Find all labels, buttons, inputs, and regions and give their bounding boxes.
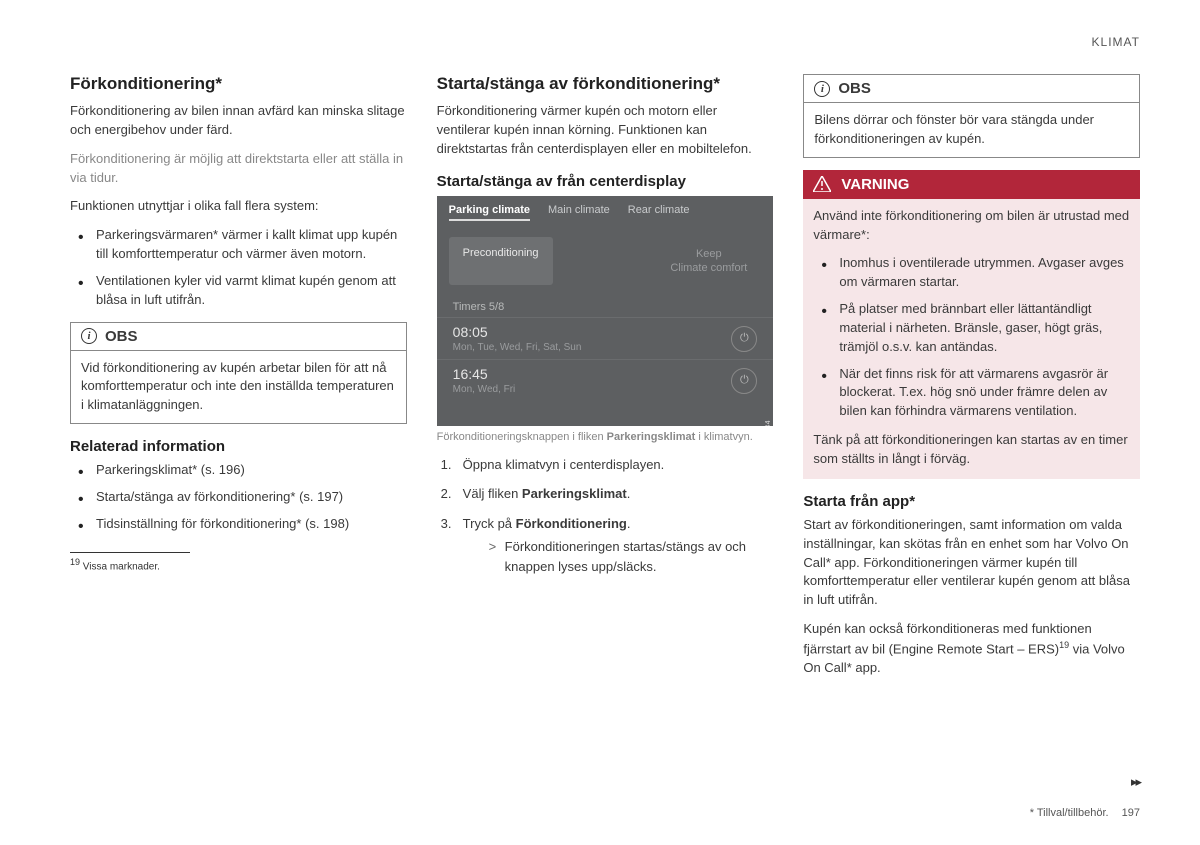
tab-main-climate: Main climate — [548, 204, 610, 221]
page-number: 197 — [1122, 807, 1140, 819]
col2-heading: Starta/stänga av förkonditionering* — [437, 74, 774, 94]
column-3: i OBS Bilens dörrar och fönster bör vara… — [803, 74, 1140, 688]
obs-header: i OBS — [71, 323, 406, 351]
p2-sup: 19 — [1059, 640, 1069, 650]
list-item: Ventilationen kyler vid varmt klimat kup… — [70, 272, 407, 310]
keep-climate-button: Keep Climate comfort — [656, 237, 761, 286]
caption-part: Förkonditioneringsknappen i fliken — [437, 431, 607, 443]
keep-label-1: Keep — [696, 248, 722, 260]
instruction-steps: Öppna klimatvyn i centerdisplayen. Välj … — [437, 455, 774, 577]
step-bold: Förkonditionering — [516, 516, 627, 531]
caption-bold: Parkeringsklimat — [607, 431, 696, 443]
column-1: Förkonditionering* Förkonditionering av … — [70, 74, 407, 688]
obs-body: Vid förkonditionering av kupén arbetar b… — [71, 351, 406, 424]
column-2: Starta/stänga av förkonditionering* Förk… — [437, 74, 774, 688]
obs-header: i OBS — [804, 75, 1139, 103]
screenshot-caption: Förkonditioneringsknappen i fliken Parke… — [437, 430, 774, 445]
content-columns: Förkonditionering* Förkonditionering av … — [70, 74, 1140, 688]
step-text: Välj fliken — [463, 486, 522, 501]
step-bold: Parkeringsklimat — [522, 486, 627, 501]
step-3: Tryck på Förkonditionering. Förkondition… — [437, 514, 774, 577]
warning-bullets: Inomhus i oventilerade utrymmen. Avgaser… — [813, 254, 1130, 421]
tab-rear-climate: Rear climate — [628, 204, 690, 221]
step-text: . — [627, 486, 631, 501]
list-item: Parkeringsklimat* (s. 196) — [70, 461, 407, 480]
warning-icon — [813, 176, 831, 192]
timer-days: Mon, Tue, Wed, Fri, Sat, Sun — [453, 342, 582, 353]
list-item: På platser med brännbart eller lättantän… — [813, 300, 1130, 357]
list-item: Starta/stänga av förkonditionering* (s. … — [70, 488, 407, 507]
footnote: 19 Vissa marknader. — [70, 557, 407, 572]
timer-days: Mon, Wed, Fri — [453, 384, 516, 395]
step-text: . — [627, 516, 631, 531]
warning-body: Använd inte förkonditionering om bilen ä… — [803, 199, 1140, 479]
related-info-heading: Relaterad information — [70, 438, 407, 455]
list-item: Parkeringsvärmaren* värmer i kallt klima… — [70, 226, 407, 264]
timer-row-1: 08:05 Mon, Tue, Wed, Fri, Sat, Sun ⏻ — [437, 317, 774, 359]
col2-subheading: Starta/stänga av från centerdisplay — [437, 173, 774, 190]
col3-subheading: Starta från app* — [803, 493, 1140, 510]
obs-note-box: i OBS Vid förkonditionering av kupén arb… — [70, 322, 407, 425]
col1-heading: Förkonditionering* — [70, 74, 407, 94]
col1-p2: Funktionen utnyttjar i olika fall flera … — [70, 197, 407, 216]
col1-grey-note: Förkonditionering är möjlig att direktst… — [70, 150, 407, 188]
obs-note-box-2: i OBS Bilens dörrar och fönster bör vara… — [803, 74, 1140, 158]
timer-toggle-icon: ⏻ — [731, 368, 757, 394]
page-category: KLIMAT — [70, 35, 1140, 49]
timers-label: Timers 5/8 — [437, 297, 774, 317]
step-text: Tryck på — [463, 516, 516, 531]
preconditioning-button: Preconditioning — [449, 237, 553, 286]
page-footer: * Tillval/tillbehör. 197 — [1030, 807, 1140, 819]
info-icon: i — [81, 328, 97, 344]
tab-parking-climate: Parking climate — [449, 204, 530, 221]
screenshot-tabs: Parking climate Main climate Rear climat… — [437, 196, 774, 225]
image-code: G061134 — [764, 420, 771, 426]
obs-title: OBS — [105, 328, 138, 345]
footnote-text: Vissa marknader. — [80, 561, 160, 572]
timer-time: 16:45 — [453, 366, 516, 382]
option-note: * Tillval/tillbehör. — [1030, 807, 1109, 819]
footnote-number: 19 — [70, 557, 80, 567]
continue-indicator-icon: ▸▸ — [1131, 774, 1140, 790]
col3-p2: Kupén kan också förkonditioneras med fun… — [803, 620, 1140, 678]
step-2: Välj fliken Parkeringsklimat. — [437, 484, 774, 504]
list-item: Tidsinställning för förkonditionering* (… — [70, 515, 407, 534]
obs-body: Bilens dörrar och fönster bör vara stäng… — [804, 103, 1139, 157]
warning-outro: Tänk på att förkonditioneringen kan star… — [813, 431, 1130, 469]
center-display-screenshot: Parking climate Main climate Rear climat… — [437, 196, 774, 426]
related-info-list: Parkeringsklimat* (s. 196) Starta/stänga… — [70, 461, 407, 534]
footnote-rule — [70, 552, 190, 553]
caption-part: i klimatvyn. — [695, 431, 752, 443]
step-1: Öppna klimatvyn i centerdisplayen. — [437, 455, 774, 475]
p2-part-a: Kupén kan också förkonditioneras med fun… — [803, 621, 1091, 656]
col2-intro: Förkonditionering värmer kupén och motor… — [437, 102, 774, 159]
step-3-result: Förkonditioneringen startas/stängs av oc… — [463, 537, 774, 576]
timer-row-2: 16:45 Mon, Wed, Fri ⏻ — [437, 359, 774, 401]
warning-intro: Använd inte förkonditionering om bilen ä… — [813, 207, 1130, 245]
timer-toggle-icon: ⏻ — [731, 326, 757, 352]
screenshot-buttons-row: Preconditioning Keep Climate comfort — [437, 225, 774, 298]
list-item: När det finns risk för att värmarens avg… — [813, 365, 1130, 422]
warning-header: VARNING — [803, 170, 1140, 199]
warning-box: VARNING Använd inte förkonditionering om… — [803, 170, 1140, 479]
obs-title: OBS — [838, 80, 871, 97]
col1-bullets: Parkeringsvärmaren* värmer i kallt klima… — [70, 226, 407, 309]
keep-label-2: Climate comfort — [670, 262, 747, 274]
col1-intro: Förkonditionering av bilen innan avfärd … — [70, 102, 407, 140]
timer-time: 08:05 — [453, 324, 582, 340]
col3-p1: Start av förkonditioneringen, samt infor… — [803, 516, 1140, 610]
warning-title: VARNING — [841, 176, 909, 193]
info-icon: i — [814, 81, 830, 97]
list-item: Inomhus i oventilerade utrymmen. Avgaser… — [813, 254, 1130, 292]
